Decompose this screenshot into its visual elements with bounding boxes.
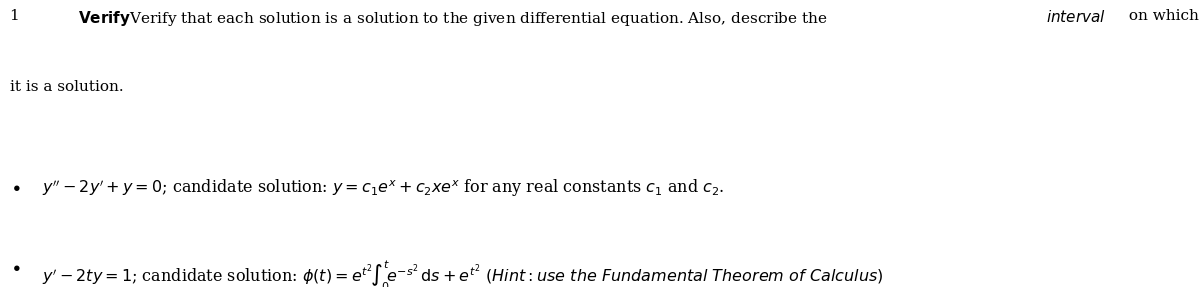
Text: on which: on which bbox=[1124, 9, 1199, 23]
Text: $\mathbf{Verify}$Verify that each solution is a solution to the given differenti: $\mathbf{Verify}$Verify that each soluti… bbox=[78, 9, 828, 28]
Text: $\bullet$: $\bullet$ bbox=[10, 258, 20, 276]
Text: $y' - 2ty = 1$; candidate solution: $\phi(t) = e^{t^2}\!\int_0^{t}\! e^{-s^2}\,\: $y' - 2ty = 1$; candidate solution: $\ph… bbox=[42, 258, 883, 287]
Text: it is a solution.: it is a solution. bbox=[10, 80, 124, 94]
Text: $\bullet$: $\bullet$ bbox=[10, 178, 20, 196]
Text: $y'' - 2y' + y = 0$; candidate solution: $y = c_1 e^x + c_2 x e^x$ for any real : $y'' - 2y' + y = 0$; candidate solution:… bbox=[42, 178, 725, 199]
Text: $\mathit{interval}$: $\mathit{interval}$ bbox=[1046, 9, 1106, 25]
Text: 1: 1 bbox=[10, 9, 19, 23]
